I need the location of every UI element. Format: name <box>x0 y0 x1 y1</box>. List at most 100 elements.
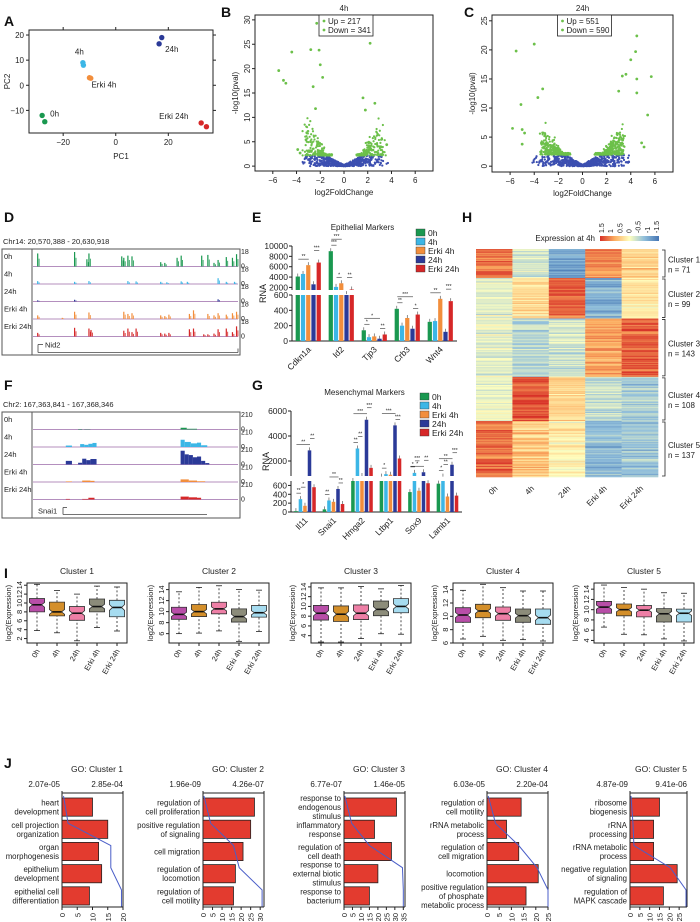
panel-g-bars: Mesenchymal Markers200040006000020040060… <box>261 388 463 542</box>
volcano-point-ns <box>596 160 599 163</box>
heatmap-cell <box>621 374 659 376</box>
heatmap-cell <box>585 344 622 346</box>
volcano-point-sig <box>542 151 545 154</box>
heatmap-cell <box>621 254 659 256</box>
heatmap-cell <box>476 410 513 412</box>
heatmap-cell <box>476 313 513 316</box>
heatmap-cell <box>476 287 513 289</box>
track-name: Erki 4h <box>4 468 27 477</box>
heatmap-cell <box>512 287 550 289</box>
heatmap-cell <box>476 277 513 279</box>
heatmap-cell <box>512 403 550 405</box>
heatmap-cell <box>548 379 586 381</box>
y-tick-label: 0 <box>243 163 252 168</box>
volcano-point-sig <box>634 50 637 54</box>
volcano-point-sig <box>290 50 294 54</box>
heatmap-cell <box>476 289 513 291</box>
heatmap-cell <box>585 463 622 465</box>
heatmap-cell <box>476 288 513 290</box>
boxplot-title: Cluster 1 <box>60 566 94 576</box>
heatmap-cell <box>621 421 659 423</box>
heatmap-cell <box>621 386 659 388</box>
volcano-point-sig <box>610 143 613 146</box>
volcano-point-ns <box>369 157 372 160</box>
heatmap-cell <box>512 249 550 252</box>
heatmap-cell <box>548 454 586 456</box>
significance-stars: *** <box>314 246 320 252</box>
heatmap-cell <box>512 269 550 272</box>
legend-box <box>557 14 612 37</box>
track-peak <box>164 316 166 319</box>
heatmap-cell <box>476 407 513 409</box>
heatmap-cell <box>512 277 550 279</box>
x-tick-label: 4 <box>629 177 634 186</box>
heatmap-cell <box>585 363 622 365</box>
heatmap-cell <box>512 443 550 445</box>
heatmap-cell <box>512 301 550 303</box>
panel-e-bars: Epithelial Markers2000400060008000100000… <box>258 223 459 372</box>
volcano-point-ns <box>576 160 579 164</box>
notched-box <box>372 600 390 617</box>
heatmap-cell <box>548 355 586 357</box>
legend-swatch <box>415 255 426 264</box>
volcano-point-ns <box>325 162 328 165</box>
heatmap-cell <box>512 447 550 449</box>
heatmap-cell <box>512 346 550 348</box>
heatmap-cell <box>585 466 622 468</box>
heatmap-cell <box>621 281 659 283</box>
volcano-point-ns <box>606 155 609 159</box>
track-peak <box>201 255 203 267</box>
track-coverage <box>92 442 97 447</box>
y-tick-label: 6000 <box>268 406 287 416</box>
heatmap-cell <box>476 449 513 452</box>
heatmap-cell <box>512 472 550 474</box>
heatmap-cell <box>476 261 513 263</box>
heatmap-cell <box>548 286 586 288</box>
volcano-point-sig <box>532 42 536 46</box>
volcano-point-sig <box>316 137 319 140</box>
volcano-point-ns <box>622 156 625 159</box>
color-scale-tick: -0.5 <box>636 221 643 233</box>
heatmap-cell <box>585 455 622 457</box>
bar <box>426 483 430 512</box>
heatmap-cell <box>476 299 513 301</box>
volcano-point-sig <box>376 153 379 157</box>
heatmap-cell <box>476 406 513 408</box>
heatmap-cell <box>585 365 622 367</box>
heatmap-cell <box>476 292 513 294</box>
pca-point <box>42 118 48 125</box>
bar <box>399 325 405 341</box>
heatmap-cell <box>621 441 659 443</box>
volcano-point-sig <box>551 140 554 143</box>
heatmap-cell <box>621 467 659 469</box>
heatmap-cell <box>548 344 586 346</box>
heatmap-cell <box>476 377 513 379</box>
heatmap-cell <box>621 473 659 475</box>
heatmap-cell <box>512 397 550 399</box>
bar-lower <box>412 481 417 512</box>
bar-upper <box>388 474 393 476</box>
heatmap-cell <box>621 403 659 405</box>
category-label: Wnt4 <box>424 344 445 365</box>
heatmap-cell <box>585 249 622 251</box>
volcano-point-ns <box>368 163 371 166</box>
heatmap-cell <box>621 321 659 323</box>
volcano-point-sig <box>320 152 323 155</box>
heatmap-cell <box>621 368 659 371</box>
volcano-point-sig <box>317 48 321 52</box>
heatmap-cell <box>585 293 622 295</box>
heatmap-cell <box>512 417 550 419</box>
volcano-point-sig <box>365 144 369 147</box>
heatmap-cell <box>585 349 622 351</box>
volcano-point-sig <box>617 153 620 156</box>
track-peak <box>227 331 229 337</box>
heatmap-cell <box>585 412 622 415</box>
track-coverage <box>184 441 191 447</box>
heatmap-cell <box>621 294 659 296</box>
heatmap-cell <box>548 440 586 443</box>
volcano-point-ns <box>622 164 625 167</box>
heatmap-cell <box>621 402 659 404</box>
heatmap-cell <box>512 473 550 475</box>
heatmap-cell <box>476 434 513 436</box>
